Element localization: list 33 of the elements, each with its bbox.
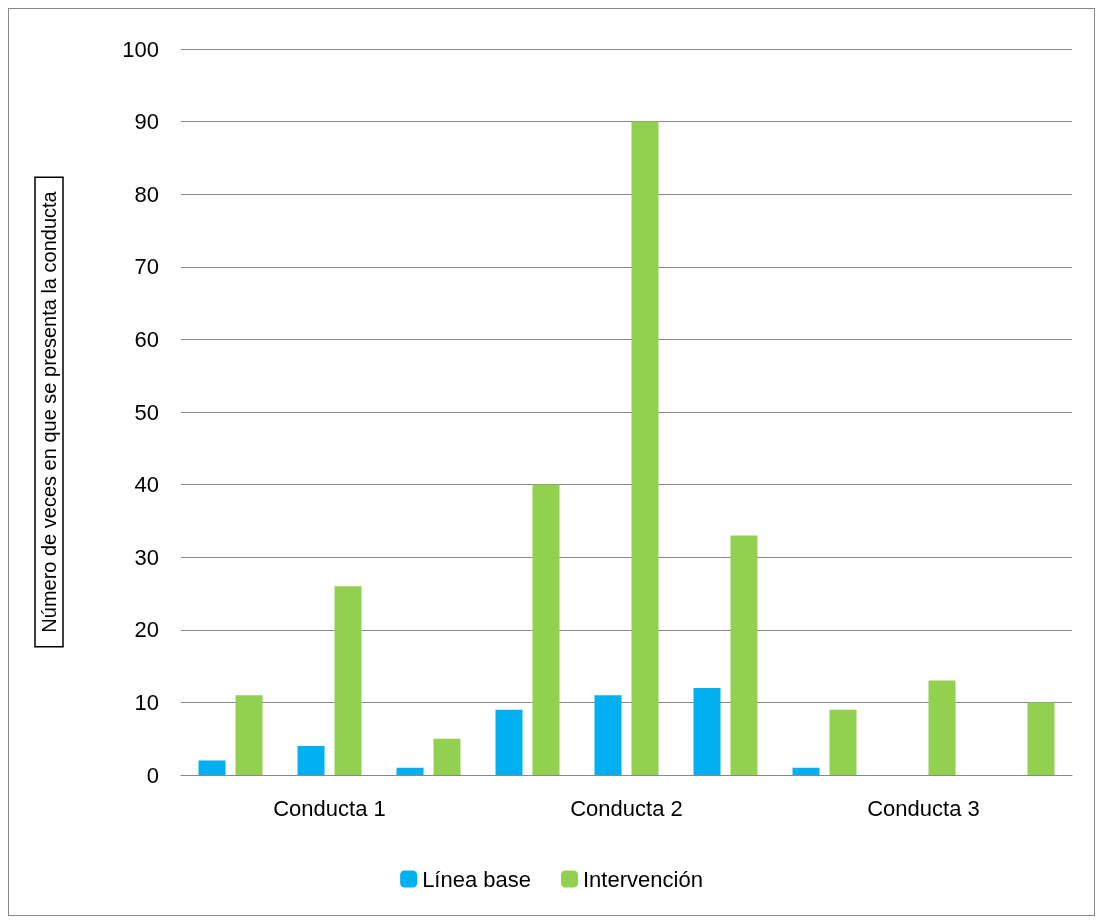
- bar: [829, 709, 857, 775]
- legend-label: Intervención: [583, 866, 703, 892]
- bar: [631, 121, 659, 775]
- bar: [433, 738, 461, 775]
- bar: [334, 586, 362, 775]
- bar: [594, 695, 622, 775]
- x-tick-label: Conducta 1: [273, 795, 386, 821]
- bar: [297, 745, 325, 775]
- y-axis-title: Número de veces en que se presenta la conducta: [38, 190, 60, 633]
- bar: [730, 535, 758, 775]
- y-tick-label: 10: [134, 689, 159, 715]
- bar: [693, 687, 721, 775]
- x-tick-label: Conducta 3: [867, 795, 980, 821]
- y-tick-label: 90: [134, 109, 159, 135]
- y-tick-label: 80: [134, 181, 159, 207]
- bar: [532, 484, 560, 775]
- y-tick-label: 30: [134, 544, 159, 570]
- legend-label: Línea base: [422, 866, 532, 892]
- bar: [235, 695, 263, 775]
- bar: [396, 767, 424, 775]
- bar: [1027, 702, 1055, 775]
- y-tick-label: 20: [134, 617, 159, 643]
- bar: [928, 680, 956, 775]
- bar: [792, 767, 820, 775]
- y-tick-label: 0: [146, 762, 159, 788]
- y-tick-label: 60: [134, 326, 159, 352]
- y-tick-label: 100: [122, 36, 159, 62]
- y-tick-label: 50: [134, 399, 159, 425]
- y-tick-label: 70: [134, 254, 159, 280]
- bar: [198, 760, 226, 775]
- y-tick-label: 40: [134, 472, 159, 498]
- bar: [495, 709, 523, 775]
- x-tick-label: Conducta 2: [570, 795, 683, 821]
